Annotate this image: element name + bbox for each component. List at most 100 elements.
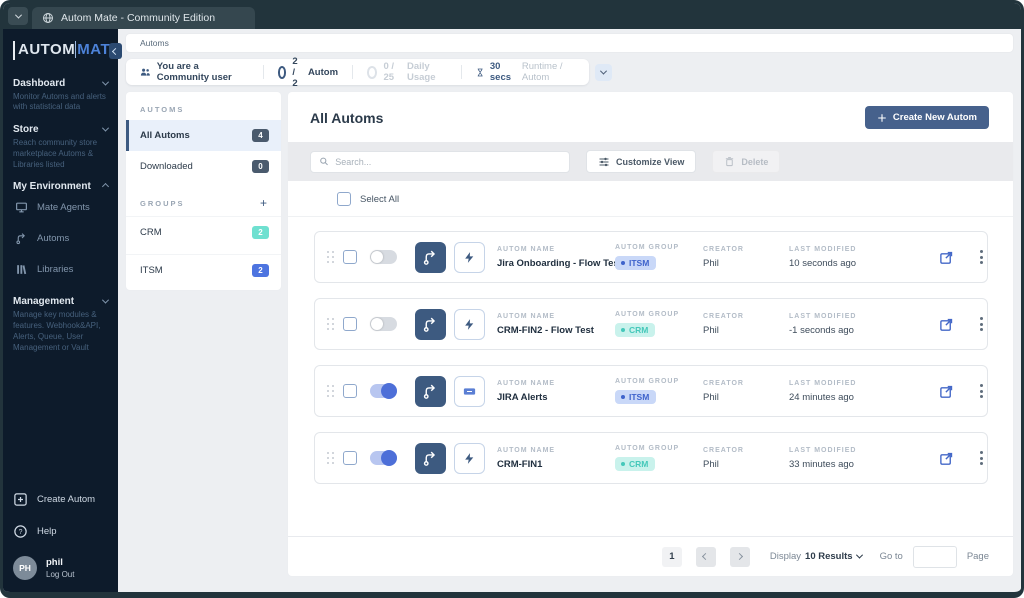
chevron-down-icon <box>14 11 22 19</box>
usage-dropdown-button[interactable] <box>595 63 612 81</box>
autom-row: AUTOM NAME CRM-FIN2 - Flow Test AUTOM GRO… <box>314 298 988 350</box>
sidebar-section-management[interactable]: Management Manage key modules & features… <box>13 296 110 353</box>
help-button[interactable]: ? Help <box>13 524 108 539</box>
flow-type-icon <box>415 308 446 340</box>
row-menu-icon[interactable] <box>980 451 983 465</box>
sidebar-item-automs[interactable]: Automs <box>13 223 108 254</box>
autom-toggle[interactable] <box>370 450 397 466</box>
downloaded-label: Downloaded <box>140 161 193 172</box>
user-account[interactable]: PH phil Log Out <box>13 556 108 580</box>
page-number-button[interactable]: 1 <box>661 546 682 567</box>
globe-icon <box>43 13 53 23</box>
logout-link[interactable]: Log Out <box>46 570 75 579</box>
bolt-icon <box>465 251 474 263</box>
creator-name: Phil <box>703 324 719 336</box>
store-label: Store <box>13 124 39 136</box>
autom-quota-label: Autom <box>307 66 339 78</box>
itsm-group-label: ITSM <box>140 265 163 276</box>
col-header-name: AUTOM NAME <box>497 379 556 387</box>
avatar: PH <box>13 556 37 580</box>
app-tab[interactable]: Autom Mate - Community Edition <box>32 7 256 29</box>
select-all-checkbox[interactable] <box>337 192 351 206</box>
open-autom-icon[interactable] <box>939 317 954 332</box>
row-checkbox[interactable] <box>343 250 357 264</box>
chevron-left-icon <box>702 552 710 561</box>
autom-quota-ring-icon <box>277 65 287 79</box>
col-header-modified: LAST MODIFIED <box>789 245 857 253</box>
svg-text:?: ? <box>19 529 23 536</box>
help-label: Help <box>37 526 57 537</box>
customize-view-button[interactable]: Customize View <box>586 150 697 173</box>
sidebar-item-mate-agents[interactable]: Mate Agents <box>13 192 108 223</box>
autom-name: CRM-FIN2 - Flow Test <box>497 324 594 336</box>
row-menu-icon[interactable] <box>980 250 983 264</box>
col-header-creator: CREATOR <box>703 312 744 320</box>
panel-icon <box>463 387 476 395</box>
autom-toggle[interactable] <box>370 383 397 399</box>
display-results-dropdown[interactable]: Display 10 Results <box>770 551 863 562</box>
row-menu-icon[interactable] <box>980 384 983 398</box>
runtime-segment: 30 secs Runtime / Autom <box>462 61 589 83</box>
col-header-creator: CREATOR <box>703 379 744 387</box>
hourglass-icon <box>477 68 483 76</box>
autom-row: AUTOM NAME JIRA Alerts AUTOM GROUP ITSM CR… <box>314 365 988 417</box>
row-menu-icon[interactable] <box>980 317 983 331</box>
breadcrumb-automs[interactable]: Automs <box>140 38 169 48</box>
sidebar-section-dashboard[interactable]: Dashboard Monitor Automs and alerts with… <box>13 78 110 114</box>
sidebar-section-store[interactable]: Store Reach community store marketplace … <box>13 124 110 170</box>
panel-item-itsm[interactable]: ITSM 2 <box>126 254 281 286</box>
col-header-group: AUTOM GROUP <box>615 244 680 251</box>
community-user-label: You are a Community user <box>156 61 232 83</box>
search-box <box>310 150 570 173</box>
creator-name: Phil <box>703 391 719 403</box>
chevron-down-icon <box>855 551 863 559</box>
goto-page-input[interactable] <box>912 545 957 568</box>
panel-item-crm[interactable]: CRM 2 <box>126 216 281 248</box>
create-new-autom-label: Create New Autom <box>892 112 977 123</box>
create-autom-label: Create Autom <box>37 494 96 505</box>
drag-handle-icon[interactable] <box>327 451 335 465</box>
customize-view-label: Customize View <box>616 156 685 167</box>
create-new-autom-button[interactable]: Create New Autom <box>864 106 989 129</box>
bolt-icon <box>465 452 474 464</box>
group-badge: ITSM <box>615 390 657 404</box>
sidebar-item-libraries[interactable]: Libraries <box>13 254 108 285</box>
row-checkbox[interactable] <box>343 317 357 331</box>
autom-list: AUTOM NAME Jira Onboarding - Flow Test AU… <box>288 217 1013 536</box>
trigger-type-icon <box>454 241 485 273</box>
autom-toggle[interactable] <box>370 250 397 264</box>
crm-count-badge: 2 <box>252 226 269 239</box>
sidebar-collapse-button[interactable] <box>109 43 122 59</box>
panel-item-all-automs[interactable]: All Automs 4 <box>126 120 281 151</box>
automs-label: Automs <box>37 233 70 245</box>
create-autom-button[interactable]: Create Autom <box>13 492 108 507</box>
runtime-value: 30 secs <box>489 61 512 83</box>
plus-square-icon <box>14 493 27 506</box>
open-autom-icon[interactable] <box>939 384 954 399</box>
autom-toggle[interactable] <box>370 317 397 331</box>
drag-handle-icon[interactable] <box>327 317 335 331</box>
daily-usage-segment: 0 / 25 Daily Usage <box>353 61 461 83</box>
window-menu-button[interactable] <box>8 7 28 25</box>
drag-handle-icon[interactable] <box>327 384 335 398</box>
chevron-up-icon <box>101 183 110 191</box>
add-group-button[interactable]: + <box>259 196 267 210</box>
drag-handle-icon[interactable] <box>327 250 335 264</box>
search-input[interactable] <box>335 156 561 167</box>
last-modified: 24 minutes ago <box>789 391 854 403</box>
prev-page-button[interactable] <box>695 546 716 567</box>
panel-item-downloaded[interactable]: Downloaded 0 <box>126 151 281 182</box>
row-checkbox[interactable] <box>343 451 357 465</box>
trigger-type-icon <box>454 442 485 474</box>
sidebar-section-environment[interactable]: My Environment Mate Agents Automs Librar… <box>13 181 110 285</box>
app-logo: AUTOM MATE <box>13 41 121 60</box>
row-checkbox[interactable] <box>343 384 357 398</box>
chevron-down-icon <box>101 78 110 86</box>
mate-agents-label: Mate Agents <box>37 202 90 214</box>
flow-type-icon <box>415 241 446 273</box>
all-automs-count-badge: 4 <box>252 129 269 142</box>
delete-button[interactable]: Delete <box>712 150 781 173</box>
next-page-button[interactable] <box>729 546 750 567</box>
open-autom-icon[interactable] <box>939 250 954 265</box>
open-autom-icon[interactable] <box>939 451 954 466</box>
